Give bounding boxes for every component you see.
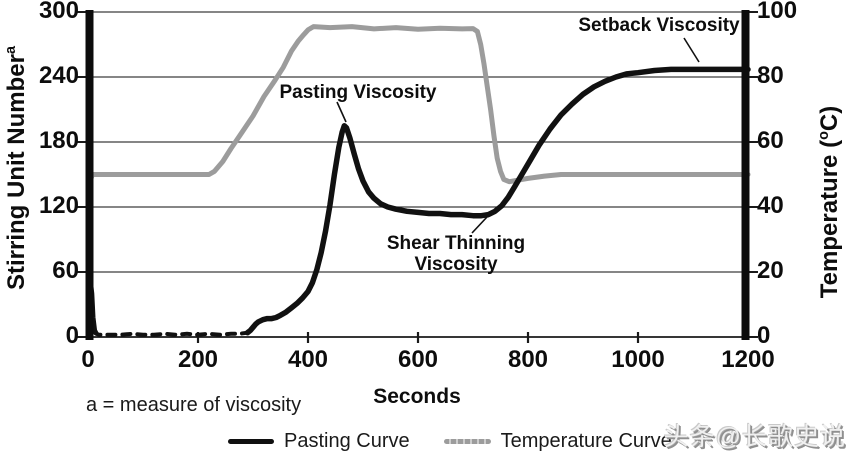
- y-axis-left-title-text: Stirring Unit Number: [3, 54, 30, 291]
- y-axis-right-tick-label: 100: [757, 0, 798, 24]
- y-axis-right-tick-label: 80: [757, 62, 784, 89]
- pasting-curve-swatch: [228, 438, 274, 444]
- annotation-pasting-viscosity: Pasting Viscosity: [279, 82, 437, 103]
- x-axis-tick-label: 800: [507, 346, 549, 373]
- watermark: 头条@长歌史说: [663, 423, 846, 451]
- x-axis-title: Seconds: [373, 385, 461, 408]
- annotation-shear-thinning-viscosity: Shear Thinning Viscosity: [386, 233, 526, 276]
- legend-label-temperature: Temperature Curve: [500, 429, 672, 452]
- x-axis-tick-label: 600: [397, 346, 439, 373]
- temperature-curve-line: [85, 24, 751, 194]
- legend-label-pasting: Pasting Curve: [284, 429, 410, 452]
- x-axis-tick-label: 0: [81, 346, 95, 373]
- y-axis-right-tick-label: 60: [757, 127, 784, 154]
- y-axis-right-tick-label: 40: [757, 192, 784, 219]
- y-axis-right-bar: [741, 10, 750, 340]
- y-axis-left-title-superscript: a: [3, 45, 19, 54]
- y-axis-left-tick-label: 60: [52, 257, 79, 284]
- y-axis-left-tick-label: 300: [38, 0, 79, 24]
- pasting-curve-baseline: [92, 328, 250, 337]
- y-axis-left-tick-label: 120: [38, 192, 79, 219]
- leader-line-setback: [683, 37, 700, 63]
- leader-line-pasting: [336, 101, 347, 123]
- pasting-curve-line: [244, 66, 751, 336]
- x-axis-tick-label: 200: [177, 346, 219, 373]
- annotation-setback-viscosity: Setback Viscosity: [578, 15, 740, 36]
- y-axis-left-bar: [85, 10, 94, 340]
- x-axis-tick-label: 1000: [611, 346, 665, 373]
- x-axis-tick-label: 400: [287, 346, 329, 373]
- y-axis-right-tick-label: 20: [757, 257, 784, 284]
- y-axis-left-tick-label: 180: [38, 127, 79, 154]
- temperature-curve-swatch: [443, 438, 491, 444]
- x-axis-tick-label: 1200: [721, 346, 775, 373]
- legend: Pasting Curve Temperature Curve: [228, 429, 672, 453]
- y-axis-left-tick-label: 240: [38, 62, 79, 89]
- y-axis-left-tick-label: 0: [65, 322, 79, 349]
- footnote: a = measure of viscosity: [86, 394, 302, 416]
- leader-line-shear-thinning: [471, 216, 488, 234]
- y-axis-right-tick-label: 0: [757, 322, 771, 349]
